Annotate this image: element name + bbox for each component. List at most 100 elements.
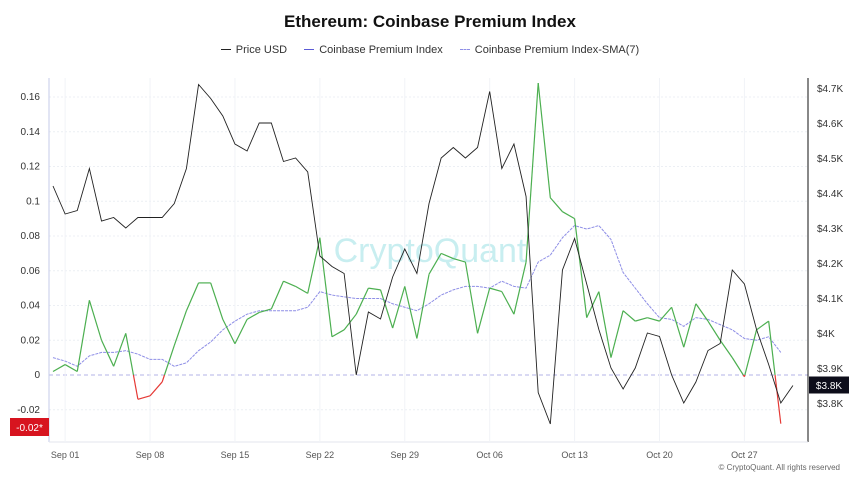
legend-label: Coinbase Premium Index-SMA(7) bbox=[474, 43, 640, 56]
index-segment bbox=[598, 291, 612, 358]
index-segment bbox=[453, 258, 466, 263]
index-segment bbox=[76, 300, 90, 372]
right-tick-label: $4.7K bbox=[817, 84, 843, 95]
index-segment bbox=[464, 261, 479, 334]
current-index-badge bbox=[10, 418, 49, 436]
index-segment bbox=[295, 285, 309, 294]
index-segment bbox=[222, 319, 236, 344]
index-segment bbox=[719, 339, 733, 358]
index-segment bbox=[489, 287, 502, 293]
index-segment bbox=[210, 282, 224, 320]
right-tick-label: $4.4K bbox=[817, 189, 843, 200]
index-segment bbox=[161, 374, 166, 383]
index-segment bbox=[695, 303, 709, 322]
index-segment bbox=[64, 364, 78, 373]
left-tick-label: -0.02 bbox=[17, 405, 40, 416]
index-segment bbox=[416, 274, 430, 339]
left-tick-label: 0 bbox=[34, 370, 40, 381]
index-segment bbox=[379, 289, 394, 329]
legend-item-price[interactable]: Price USD bbox=[220, 43, 288, 56]
index-segment bbox=[149, 381, 163, 397]
copyright-footer: © CryptoQuant. All rights reserved bbox=[718, 463, 841, 472]
legend-item-index[interactable]: Coinbase Premium Index bbox=[304, 44, 443, 56]
index-segment bbox=[659, 306, 673, 322]
current-price-label: $3.8K bbox=[816, 381, 842, 392]
index-segment bbox=[707, 320, 721, 341]
x-tick-label: Oct 13 bbox=[561, 450, 588, 460]
index-segment bbox=[246, 311, 260, 320]
index-segment bbox=[234, 319, 248, 344]
index-segment bbox=[573, 218, 588, 318]
index-segment bbox=[537, 83, 551, 198]
index-segment bbox=[52, 364, 66, 373]
index-segment bbox=[404, 286, 418, 339]
legend: Price USD Coinbase Premium Index Coinbas… bbox=[0, 41, 860, 56]
chart-title: Ethereum: Coinbase Premium Index bbox=[284, 12, 576, 31]
left-tick-label: 0.02 bbox=[21, 335, 41, 346]
index-segment bbox=[307, 237, 321, 294]
index-segment bbox=[440, 252, 454, 260]
left-tick-label: 0.04 bbox=[21, 301, 41, 312]
index-segment bbox=[586, 291, 600, 318]
index-segment bbox=[137, 395, 151, 400]
legend-swatch-sma bbox=[459, 49, 470, 50]
index-segment bbox=[525, 83, 539, 263]
right-tick-label: $3.9K bbox=[817, 364, 843, 375]
index-segment bbox=[163, 345, 175, 376]
x-tick-label: Oct 06 bbox=[476, 450, 503, 460]
legend-swatch-index bbox=[304, 49, 315, 50]
index-segment bbox=[768, 321, 776, 376]
left-tick-label: 0.08 bbox=[21, 231, 41, 242]
right-tick-label: $4.2K bbox=[817, 259, 843, 270]
legend-label: Coinbase Premium Index bbox=[319, 43, 443, 56]
index-segment bbox=[731, 357, 744, 376]
right-tick-label: $4.5K bbox=[817, 154, 843, 165]
index-segment bbox=[88, 300, 103, 341]
index-segment bbox=[355, 287, 369, 315]
legend-item-sma[interactable]: Coinbase Premium Index-SMA(7) bbox=[459, 43, 640, 56]
index-segment bbox=[774, 374, 782, 424]
right-tick-label: $4.6K bbox=[817, 119, 843, 130]
left-tick-label: 0.12 bbox=[21, 162, 41, 173]
left-tick-label: 0.14 bbox=[21, 127, 41, 138]
index-segment bbox=[744, 329, 758, 376]
x-tick-label: Sep 08 bbox=[136, 450, 165, 460]
x-tick-label: Sep 29 bbox=[391, 450, 420, 460]
index-segment bbox=[501, 291, 515, 315]
sma-line bbox=[52, 225, 782, 367]
index-segment bbox=[647, 317, 660, 322]
index-segment bbox=[392, 286, 406, 329]
right-tick-label: $4.1K bbox=[817, 294, 843, 305]
right-tick-label: $4K bbox=[817, 329, 835, 340]
index-segment bbox=[635, 317, 648, 322]
price-line bbox=[52, 83, 794, 425]
index-segment bbox=[622, 310, 636, 322]
index-segment bbox=[331, 329, 345, 338]
index-segment bbox=[562, 211, 575, 220]
index-segment bbox=[100, 339, 115, 367]
legend-label: Price USD bbox=[235, 43, 288, 56]
index-segment bbox=[283, 280, 296, 287]
x-tick-label: Oct 27 bbox=[731, 450, 758, 460]
index-segment bbox=[756, 320, 770, 331]
index-segment bbox=[368, 287, 381, 291]
index-segment bbox=[513, 261, 527, 315]
index-segment bbox=[132, 374, 139, 400]
index-segment bbox=[610, 310, 624, 358]
right-tick-label: $4.3K bbox=[817, 224, 843, 235]
x-tick-label: Oct 20 bbox=[646, 450, 673, 460]
index-segment bbox=[185, 282, 200, 311]
index-segment bbox=[125, 333, 135, 376]
index-segment bbox=[113, 333, 127, 367]
right-tick-label: $3.8K bbox=[817, 399, 843, 410]
x-tick-label: Sep 22 bbox=[306, 450, 335, 460]
index-segment bbox=[549, 197, 563, 213]
index-segment bbox=[319, 237, 333, 337]
legend-swatch-price bbox=[220, 49, 231, 50]
index-segment bbox=[259, 308, 272, 314]
current-price-badge bbox=[809, 376, 849, 394]
current-index-label: -0.02* bbox=[16, 423, 43, 434]
index-segment bbox=[428, 253, 442, 275]
index-segment bbox=[683, 303, 697, 348]
index-segment bbox=[173, 310, 187, 346]
